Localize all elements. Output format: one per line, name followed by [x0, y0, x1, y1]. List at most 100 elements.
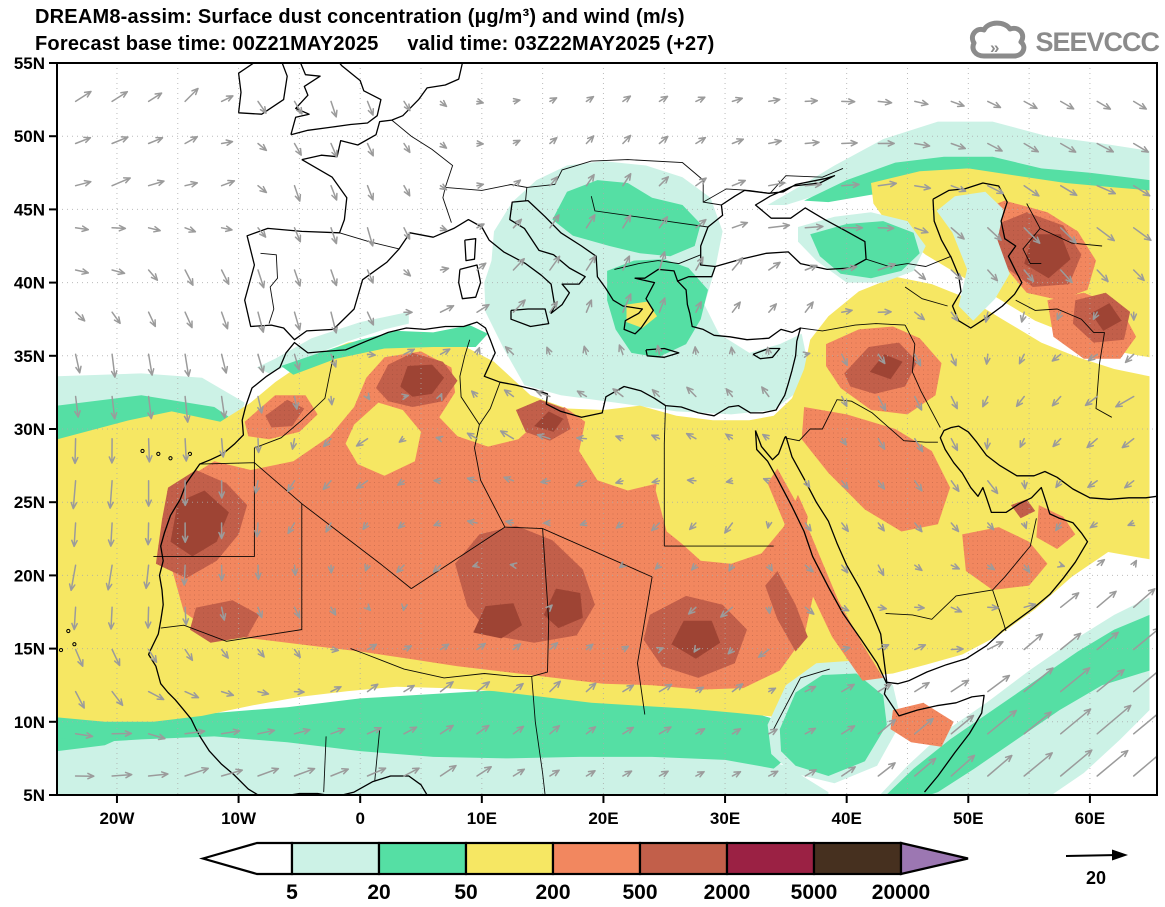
wind-arrow — [1055, 522, 1063, 532]
wind-arrow — [476, 182, 485, 189]
dust-region-sahel-green — [57, 689, 805, 769]
dust-region-rub-al-khali-orange-stipple — [962, 527, 1048, 590]
wind-arrow — [877, 262, 897, 271]
wind-arrow — [110, 395, 118, 420]
wind-arrow — [147, 92, 163, 103]
wind-arrow — [504, 346, 515, 356]
wind-arrow — [695, 136, 707, 145]
wind-arrow — [651, 388, 661, 398]
wind-arrow — [330, 100, 338, 118]
wind-arrow — [804, 727, 817, 735]
wind-arrow — [535, 390, 551, 398]
wind-arrow — [147, 353, 155, 376]
wind-arrow — [74, 268, 90, 275]
wind-arrow — [330, 646, 340, 654]
wind-arrow — [366, 184, 375, 201]
wind-arrow — [293, 767, 316, 777]
wind-arrow — [686, 386, 697, 398]
wind-arrow — [622, 684, 635, 693]
wind-arrow — [841, 604, 850, 612]
country-border — [531, 528, 550, 677]
wind-arrow — [585, 255, 596, 271]
wind-arrow — [74, 648, 84, 667]
wind-arrow — [1132, 710, 1157, 735]
wind-arrow — [841, 683, 855, 693]
wind-arrow — [877, 604, 888, 612]
wind-arrow — [877, 522, 885, 532]
wind-arrow — [220, 311, 229, 330]
wind-arrow — [220, 690, 235, 697]
wind-arrow — [765, 606, 773, 615]
wind-arrow — [983, 353, 991, 365]
wind-arrow — [1051, 353, 1062, 362]
lat-tick-label: 30N — [14, 420, 45, 439]
wind-arrow — [1123, 480, 1135, 489]
wind-arrow — [220, 768, 244, 777]
wind-arrow — [585, 726, 597, 735]
wind-arrow — [804, 564, 814, 573]
wind-arrow — [622, 172, 632, 187]
wind-arrow — [585, 682, 597, 693]
wind-arrow — [147, 225, 161, 233]
logo-text: SEEVCCC — [1035, 26, 1160, 57]
wind-arrow — [1096, 668, 1125, 693]
wind-arrow — [914, 522, 923, 533]
wind-arrow — [1132, 588, 1156, 609]
wind-arrow — [549, 300, 559, 313]
wind-arrow — [403, 767, 420, 777]
wind-arrow — [914, 269, 927, 281]
country-border — [1015, 299, 1105, 333]
wind-arrow — [1059, 184, 1078, 197]
wind-arrow — [841, 353, 848, 367]
wind-arrow — [220, 353, 229, 374]
wind-arrow — [396, 564, 405, 574]
wind-arrow — [366, 100, 375, 116]
wind-arrow — [877, 437, 886, 450]
wind-arrow — [549, 680, 562, 693]
wind-arrow — [293, 727, 311, 735]
wind-arrow — [218, 522, 225, 540]
wind-arrow — [585, 214, 596, 229]
wind-arrow — [181, 480, 189, 507]
wind-arrow — [257, 269, 266, 289]
wind-arrow — [74, 225, 90, 233]
wind-arrow — [768, 770, 779, 778]
colorbar-cell-2000 — [725, 841, 816, 876]
wind-arrow — [987, 142, 1003, 152]
wind-arrow — [1057, 561, 1066, 568]
wind-arrow — [987, 674, 1011, 693]
wind-arrow — [220, 395, 228, 419]
wind-arrow — [111, 648, 121, 667]
country-border — [637, 576, 653, 715]
coastline — [932, 182, 1023, 329]
wind-ref-arrow-shaft — [1065, 854, 1119, 857]
wind-arrow — [147, 690, 165, 701]
dust-region-sahara-orange-core-stipple — [171, 351, 814, 690]
wind-arrow — [330, 269, 338, 287]
wind-arrow — [877, 480, 886, 490]
wind-arrow — [476, 642, 487, 651]
dust-region-sudan-dark — [671, 620, 721, 659]
country-border — [992, 589, 1007, 632]
wind-arrow — [327, 395, 335, 406]
coastline — [754, 430, 985, 793]
dust-region-nalgeria-dark — [400, 364, 445, 397]
wind-arrow — [111, 311, 121, 325]
wind-arrow — [107, 480, 114, 509]
wind-arrow — [950, 645, 964, 653]
colorbar-cell-200 — [551, 841, 642, 876]
wind-arrow — [914, 395, 923, 411]
wind-arrow — [512, 768, 526, 777]
wind-arrow — [762, 477, 771, 485]
wind-arrow — [585, 135, 595, 145]
wind-arrow — [1132, 671, 1157, 693]
wind-arrow — [509, 562, 518, 570]
wind-arrow — [1023, 633, 1044, 651]
wind-arrow — [254, 564, 262, 581]
wind-arrow — [403, 348, 416, 356]
wind-arrow — [144, 522, 152, 546]
wind-arrow — [651, 434, 661, 441]
dust-region-iraq-dark — [869, 354, 903, 380]
wind-arrow — [914, 311, 926, 321]
